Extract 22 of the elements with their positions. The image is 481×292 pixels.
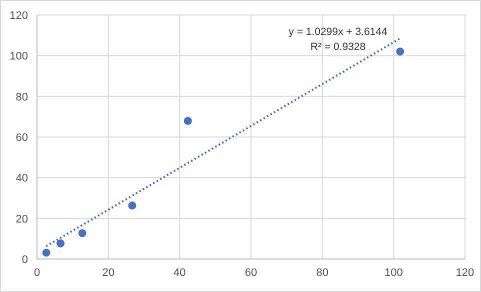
point [396, 48, 404, 56]
x-tick-label: 40 [174, 267, 186, 279]
y-tick-label: 20 [16, 213, 28, 226]
point [128, 202, 136, 210]
y-tick-label: 80 [16, 91, 28, 104]
point [78, 229, 86, 238]
point [184, 116, 192, 125]
y-tick-label: 40 [16, 172, 28, 185]
x-tick-label: 80 [316, 267, 328, 279]
point [42, 248, 50, 257]
x-tick-label: 20 [102, 267, 114, 279]
y-tick-label: 60 [16, 132, 28, 144]
y-tick-label: 120 [10, 10, 28, 22]
annotation: y = 1.0299x + 3.6144 [288, 26, 388, 38]
y-tick-label: 100 [10, 50, 28, 63]
x-tick-label: 60 [244, 267, 258, 279]
annotation: R² = 0.9328 [310, 41, 366, 53]
x-tick-label: 120 [456, 267, 474, 279]
x-tick-label: 100 [384, 267, 403, 279]
point [56, 239, 65, 248]
x-tick-label: 0 [34, 267, 40, 279]
y-tick-label: 0 [22, 254, 28, 266]
